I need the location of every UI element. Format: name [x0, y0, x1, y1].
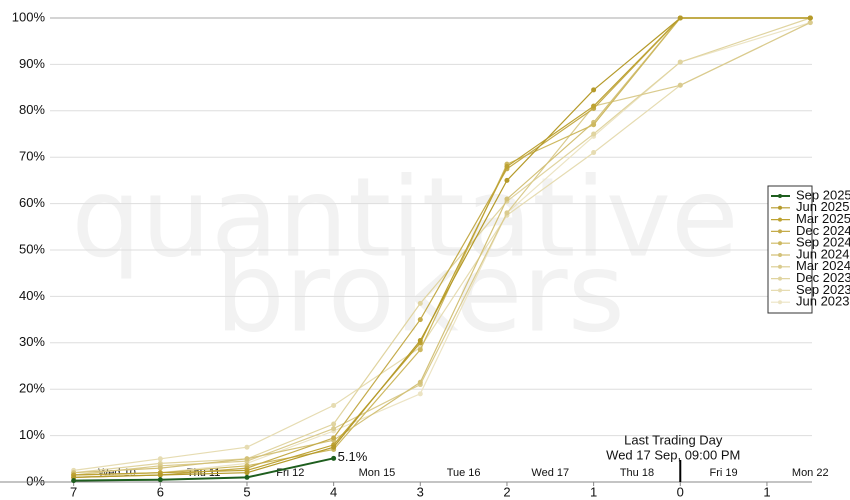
- legend-label: Jun 2025: [796, 199, 850, 214]
- legend-label: Dec 2023: [796, 270, 850, 285]
- point: [331, 435, 337, 441]
- data-label: 5.1%: [338, 449, 368, 464]
- legend-label: Sep 2025: [796, 187, 850, 202]
- legend-marker: [778, 288, 782, 293]
- legend-label: Jun 2023: [796, 294, 850, 309]
- point: [71, 478, 77, 484]
- legend-marker: [778, 229, 782, 234]
- y-tick-label: 100%: [12, 9, 46, 24]
- point: [331, 421, 337, 427]
- point: [504, 163, 510, 169]
- y-tick-label: 10%: [19, 427, 45, 442]
- point: [677, 82, 683, 88]
- legend-label: Mar 2025: [796, 211, 850, 226]
- point: [157, 477, 163, 483]
- point: [417, 317, 423, 323]
- x-tick-label: 3: [417, 484, 424, 499]
- point: [244, 456, 250, 462]
- legend-marker: [778, 241, 782, 246]
- legend-marker: [778, 264, 782, 269]
- watermark: brokers: [215, 228, 625, 356]
- date-label: Wed 17: [531, 467, 569, 479]
- legend-marker: [778, 194, 782, 198]
- point: [331, 402, 337, 408]
- y-tick-label: 50%: [19, 241, 45, 256]
- x-tick-label: 1: [590, 484, 597, 499]
- legend-marker: [778, 276, 782, 281]
- y-tick-label: 30%: [19, 334, 45, 349]
- point: [807, 20, 813, 26]
- point: [591, 150, 597, 156]
- point: [417, 337, 423, 343]
- point: [504, 177, 510, 183]
- legend-marker: [778, 253, 782, 257]
- point: [677, 15, 683, 21]
- x-tick-label: 4: [330, 484, 337, 499]
- legend-marker: [778, 300, 782, 305]
- legend-box: [767, 185, 813, 314]
- legend-label: Sep 2024: [796, 235, 850, 250]
- point: [591, 103, 597, 109]
- x-tick-label: 6: [157, 484, 164, 499]
- watermark: quantitative: [71, 153, 738, 281]
- point: [504, 196, 510, 202]
- point: [244, 470, 250, 476]
- point: [417, 391, 423, 397]
- y-tick-label: 90%: [19, 56, 45, 71]
- y-tick-label: 80%: [19, 102, 45, 117]
- point: [591, 122, 597, 128]
- legend-marker: [778, 205, 782, 210]
- y-tick-label: 40%: [19, 288, 45, 303]
- x-tick-label: 2: [503, 484, 510, 499]
- point: [331, 455, 337, 461]
- point: [157, 465, 163, 471]
- x-tick-label: 0: [677, 484, 684, 499]
- point: [157, 472, 163, 478]
- point: [244, 444, 250, 450]
- point: [417, 379, 423, 385]
- x-tick-label: 7: [70, 484, 77, 499]
- y-tick-label: 60%: [19, 195, 45, 210]
- point: [677, 59, 683, 65]
- point: [591, 131, 597, 137]
- date-label: Thu 18: [620, 467, 654, 479]
- date-label: Tue 16: [447, 467, 481, 479]
- date-label: Mon 15: [359, 467, 396, 479]
- point: [591, 87, 597, 93]
- y-tick-label: 20%: [19, 381, 45, 396]
- date-label: Mon 22: [792, 467, 829, 479]
- legend-label: Jun 2024: [796, 246, 850, 261]
- point: [331, 426, 337, 432]
- point: [417, 300, 423, 306]
- point: [504, 210, 510, 216]
- point: [417, 347, 423, 353]
- legend-label: Dec 2024: [796, 223, 850, 238]
- annotation: Wed 17 Sep, 09:00 PM: [606, 447, 740, 462]
- series-line: [73, 457, 334, 482]
- point: [244, 474, 250, 480]
- point: [331, 444, 337, 450]
- annotation: Last Trading Day: [624, 432, 723, 447]
- y-tick-label: 70%: [19, 149, 45, 164]
- legend-label: Sep 2023: [796, 282, 850, 297]
- point: [157, 456, 163, 462]
- legend-label: Mar 2024: [796, 258, 850, 273]
- x-tick-label: 5: [243, 484, 250, 499]
- y-tick-label: 0%: [26, 473, 45, 488]
- point: [807, 15, 813, 21]
- x-tick-label: 1: [763, 484, 770, 499]
- legend-marker: [778, 217, 782, 222]
- date-label: Fri 19: [710, 467, 738, 479]
